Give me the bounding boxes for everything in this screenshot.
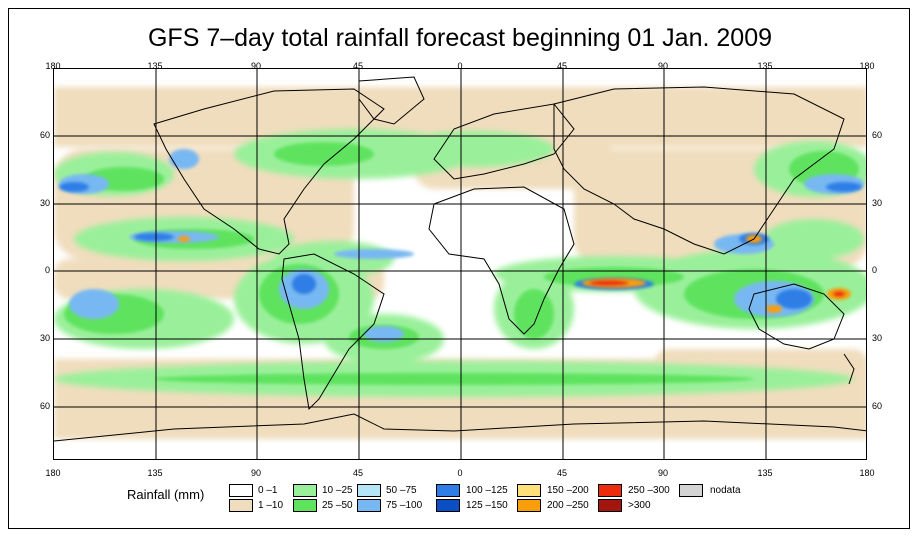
legend-swatch bbox=[436, 484, 460, 497]
legend-label: 250 –300 bbox=[628, 485, 670, 496]
legend-swatch bbox=[293, 484, 317, 497]
lon-tick-top: 135 bbox=[147, 61, 163, 71]
lon-tick-top: 135 bbox=[757, 61, 773, 71]
lon-tick-bottom: 90 bbox=[250, 468, 262, 478]
lat-tick-left: 30 bbox=[39, 333, 50, 343]
africa-outline bbox=[428, 186, 575, 335]
lon-tick-bottom: 135 bbox=[757, 468, 773, 478]
legend-swatch bbox=[357, 499, 381, 512]
legend-swatch bbox=[436, 499, 460, 512]
legend-label: 125 –150 bbox=[466, 500, 508, 511]
australia-outline bbox=[748, 283, 845, 350]
lon-tick-top: 90 bbox=[657, 61, 669, 71]
legend-label: >300 bbox=[628, 500, 651, 511]
legend-swatch bbox=[679, 484, 703, 497]
north-america-outline bbox=[153, 88, 385, 255]
legend-swatch bbox=[598, 499, 622, 512]
new-zealand-outline bbox=[843, 353, 855, 385]
lon-tick-top: 180 bbox=[859, 61, 875, 71]
lat-tick-left: 30 bbox=[39, 198, 50, 208]
lat-tick-left: 0 bbox=[44, 265, 50, 275]
antarctica-outline bbox=[54, 413, 866, 442]
lat-tick-right: 60 bbox=[872, 130, 883, 140]
legend-label: nodata bbox=[710, 485, 741, 496]
legend-label: 150 –200 bbox=[547, 485, 589, 496]
legend-label: 200 –250 bbox=[547, 500, 589, 511]
europe-outline bbox=[433, 103, 575, 180]
lat-tick-left: 60 bbox=[39, 130, 50, 140]
map-title: GFS 7–day total rainfall forecast beginn… bbox=[147, 24, 772, 52]
legend-label: 25 –50 bbox=[322, 500, 353, 511]
coastlines bbox=[54, 76, 866, 442]
rainfall-map bbox=[53, 68, 867, 460]
legend-label: 75 –100 bbox=[386, 500, 423, 511]
legend-swatch bbox=[357, 484, 381, 497]
figure-frame bbox=[8, 8, 910, 529]
lon-tick-bottom: 45 bbox=[352, 468, 364, 478]
lon-tick-top: 45 bbox=[556, 61, 568, 71]
lat-tick-right: 60 bbox=[872, 401, 883, 411]
lat-tick-right: 30 bbox=[872, 198, 883, 208]
lat-tick-left: 60 bbox=[39, 401, 50, 411]
rainfall-map-svg bbox=[54, 69, 866, 459]
legend-label: 10 –25 bbox=[322, 485, 353, 496]
lon-tick-top: 0 bbox=[457, 61, 463, 71]
legend-label: 1 –10 bbox=[258, 500, 284, 511]
lon-tick-top: 45 bbox=[352, 61, 364, 71]
lon-tick-bottom: 90 bbox=[657, 468, 669, 478]
legend-label: 0 –1 bbox=[258, 485, 278, 496]
legend-swatch bbox=[293, 499, 317, 512]
legend-swatch bbox=[229, 499, 253, 512]
legend-title: Rainfall (mm) bbox=[127, 487, 205, 502]
lon-tick-bottom: 135 bbox=[147, 468, 163, 478]
lon-tick-bottom: 45 bbox=[556, 468, 568, 478]
lon-tick-bottom: 0 bbox=[457, 468, 463, 478]
lon-tick-top: 180 bbox=[45, 61, 61, 71]
legend-swatch bbox=[517, 484, 541, 497]
asia-outline bbox=[553, 86, 845, 255]
south-america-outline bbox=[281, 253, 385, 411]
lon-tick-top: 90 bbox=[250, 61, 262, 71]
lon-tick-bottom: 180 bbox=[45, 468, 61, 478]
legend-swatch bbox=[517, 499, 541, 512]
lat-tick-right: 0 bbox=[872, 265, 878, 275]
rain-100-150-layer bbox=[59, 182, 862, 309]
lon-tick-bottom: 180 bbox=[859, 468, 875, 478]
legend-swatch bbox=[229, 484, 253, 497]
map-gridlines bbox=[54, 69, 866, 459]
lat-tick-right: 30 bbox=[872, 333, 883, 343]
rain-150-plus-layer bbox=[178, 235, 851, 313]
greenland-outline bbox=[358, 76, 425, 125]
legend-label: 50 –75 bbox=[386, 485, 417, 496]
legend-label: 100 –125 bbox=[466, 485, 508, 496]
legend-swatch bbox=[598, 484, 622, 497]
